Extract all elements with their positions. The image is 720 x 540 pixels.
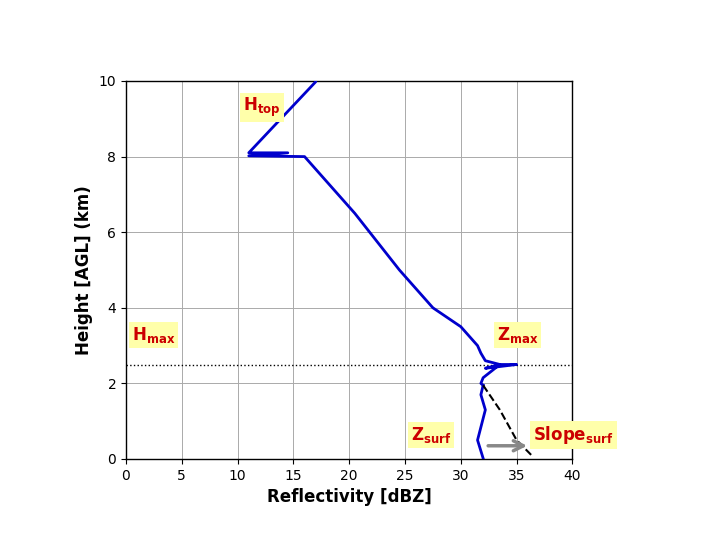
X-axis label: Reflectivity [dBZ]: Reflectivity [dBZ] [267,488,431,507]
Text: Z$_\mathregular{max}$: Z$_\mathregular{max}$ [497,325,538,345]
Text: H$_\mathregular{top}$: H$_\mathregular{top}$ [243,96,281,119]
Text: Malarvizhi Arulraj: Malarvizhi Arulraj [503,513,613,526]
Text: H$_\mathregular{max}$: H$_\mathregular{max}$ [132,325,175,345]
Text: Slope$_\mathregular{surf}$: Slope$_\mathregular{surf}$ [534,424,614,446]
Text: 12: 12 [686,513,703,526]
Text: Z$_\mathregular{surf}$: Z$_\mathregular{surf}$ [410,425,451,445]
Y-axis label: Height [AGL] (km): Height [AGL] (km) [75,185,93,355]
Text: Clustering of MRMS Reflectivity profiles: Clustering of MRMS Reflectivity profiles [9,21,510,41]
